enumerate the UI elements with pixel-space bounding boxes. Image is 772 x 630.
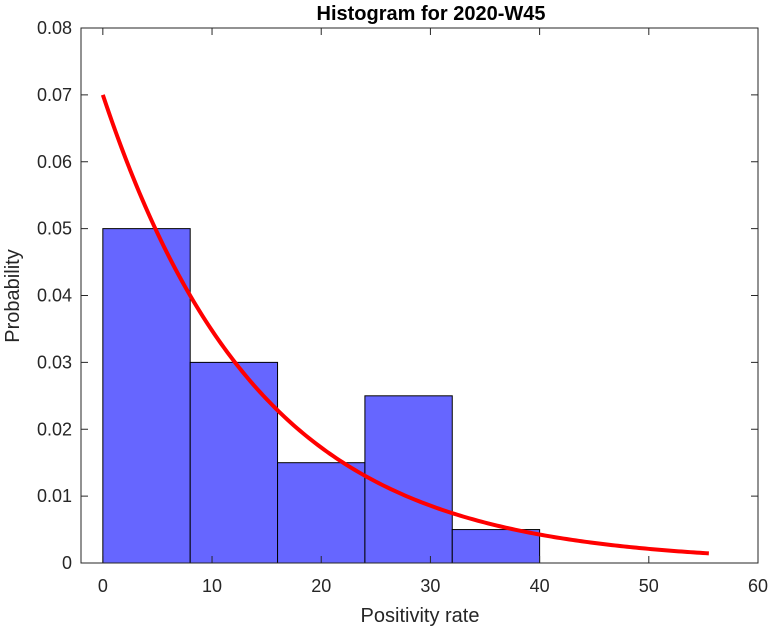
fit-curve-line: [100, 94, 709, 556]
y-tick-label: 0.05: [37, 219, 72, 239]
y-tick-label: 0.02: [37, 419, 72, 439]
histogram-bar: [102, 228, 191, 564]
histogram-bars: [102, 228, 541, 564]
histogram-bar: [189, 361, 279, 564]
y-tick-label: 0.07: [37, 85, 72, 105]
y-tick-label: 0.08: [37, 18, 72, 38]
x-tick-label: 60: [748, 576, 768, 596]
x-tick-label: 0: [98, 576, 108, 596]
y-tick-label: 0: [62, 553, 72, 573]
x-tick-label: 20: [311, 576, 331, 596]
chart-title: Histogram for 2020-W45: [317, 3, 546, 25]
x-tick-label: 30: [420, 576, 440, 596]
histogram-bar: [277, 462, 366, 564]
histogram-bar: [451, 529, 541, 564]
x-axis-ticks: 0 10 20 30 40 50 60: [98, 28, 768, 596]
y-axis-ticks: 0 0.01 0.02 0.03 0.04 0.05 0.06 0.07 0.08: [37, 18, 758, 573]
y-tick-label: 0.03: [37, 352, 72, 372]
y-tick-label: 0.04: [37, 286, 72, 306]
y-tick-label: 0.06: [37, 152, 72, 172]
y-axis-label: Probability: [2, 249, 24, 342]
x-tick-label: 50: [639, 576, 659, 596]
histogram-bar: [364, 395, 453, 564]
y-tick-label: 0.01: [37, 486, 72, 506]
x-tick-label: 40: [530, 576, 550, 596]
x-tick-label: 10: [202, 576, 222, 596]
x-axis-label: Positivity rate: [361, 605, 480, 627]
